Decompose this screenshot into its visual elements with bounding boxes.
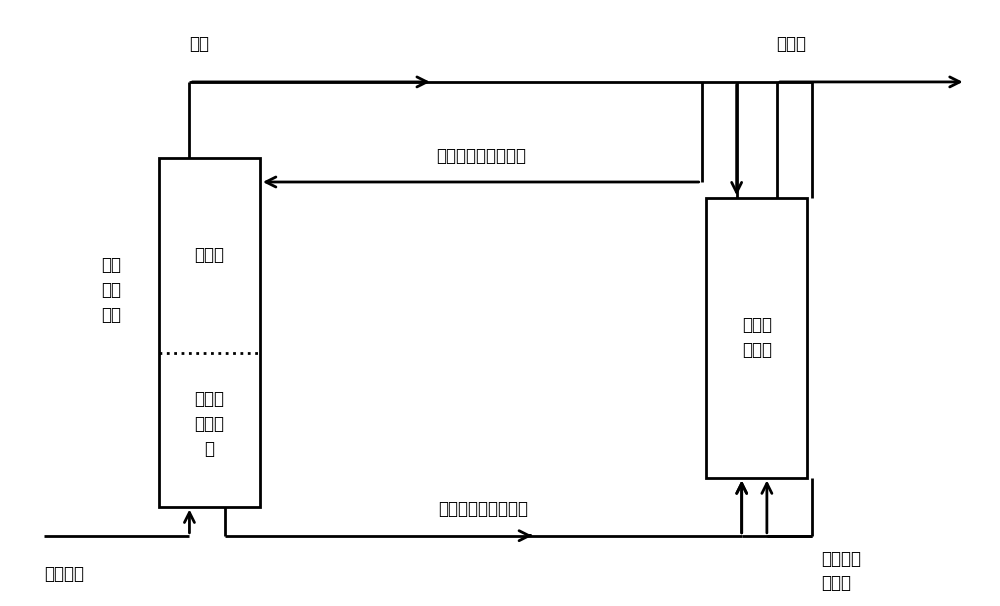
Text: 氢气: 氢气 <box>189 35 209 53</box>
Text: 焦炉尾气: 焦炉尾气 <box>44 565 84 583</box>
Text: 燃料气或
助燃气: 燃料气或 助燃气 <box>822 550 862 592</box>
Text: 使用后的重整弧化剂: 使用后的重整弧化剂 <box>438 500 528 518</box>
Text: 流化
床反
应器: 流化 床反 应器 <box>101 256 121 324</box>
Text: 再生后的重整弧化剂: 再生后的重整弧化剂 <box>436 147 526 165</box>
Text: 重整制
氢反应
段: 重整制 氢反应 段 <box>195 390 225 458</box>
Polygon shape <box>706 198 807 478</box>
Polygon shape <box>159 158 260 507</box>
Text: 弧化剂
再生器: 弧化剂 再生器 <box>742 316 772 359</box>
Text: 还原段: 还原段 <box>195 246 225 264</box>
Text: 再生气: 再生气 <box>776 35 806 53</box>
